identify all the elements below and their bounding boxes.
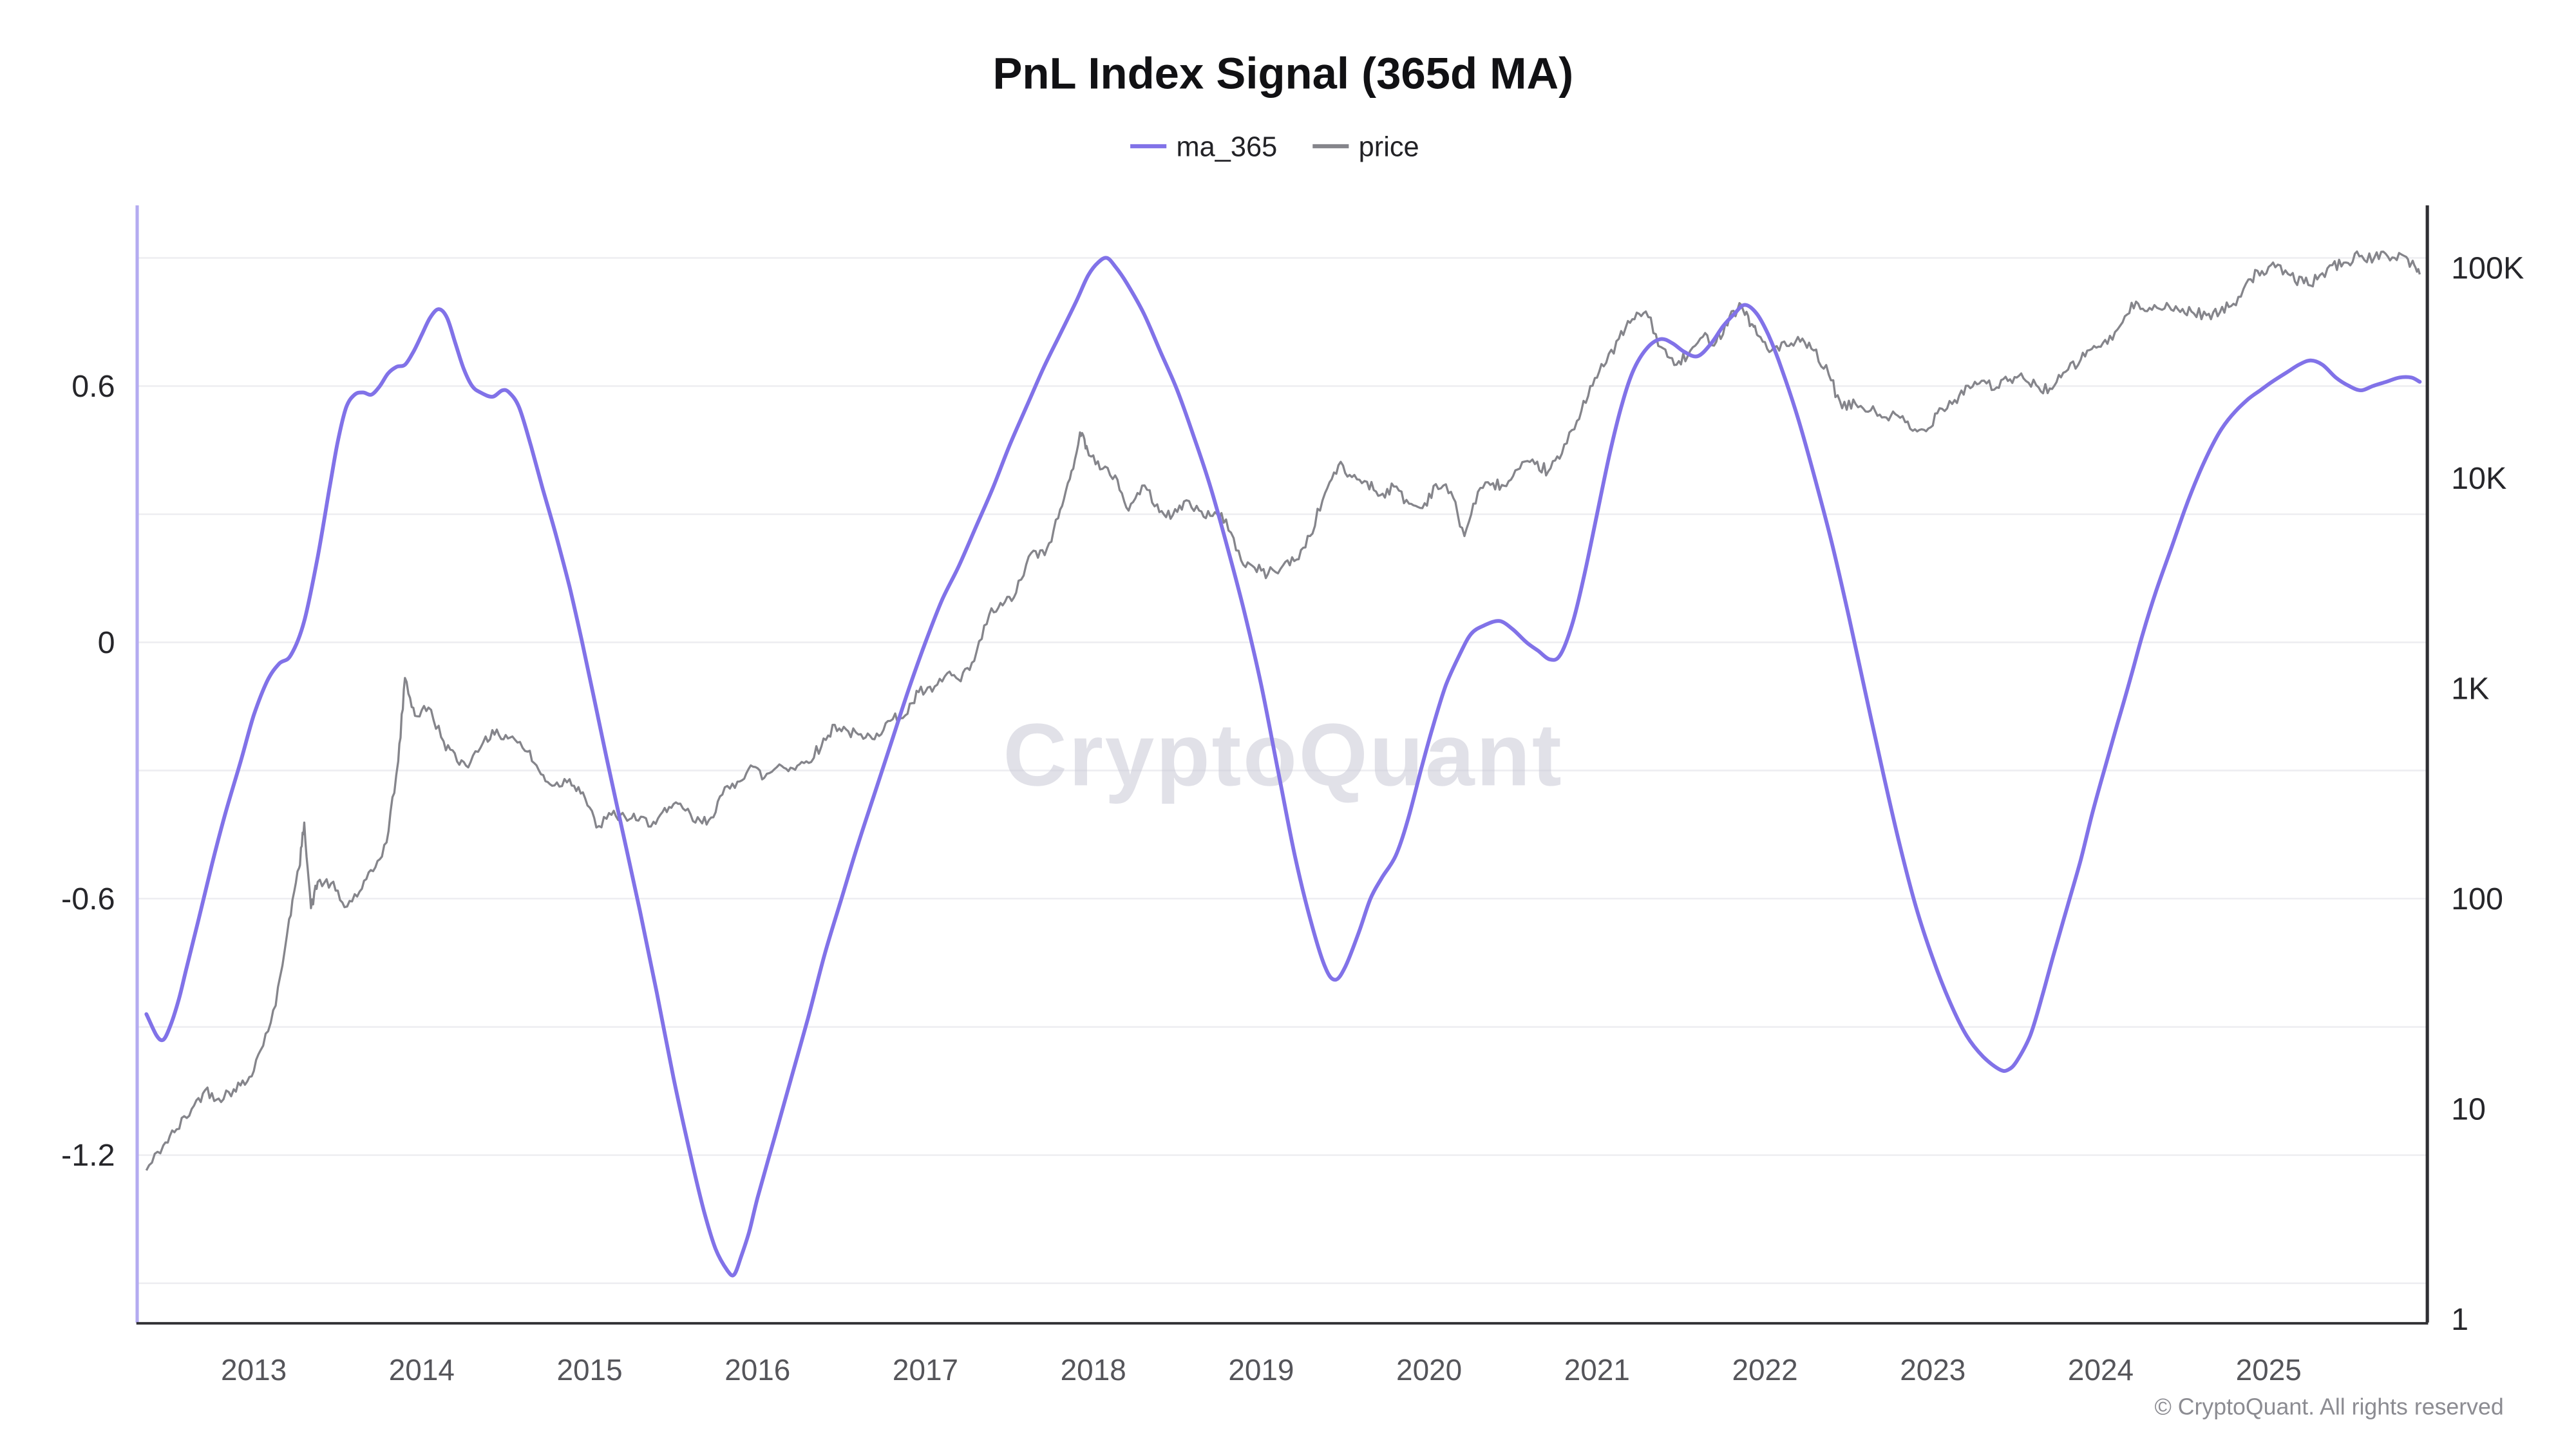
- right-axis-tick-label: 100: [2451, 882, 2503, 916]
- x-axis-tick-labels: 2013 2014 2015 2016 2017 2018 2019 2020 2021 2022…: [221, 1353, 2302, 1387]
- x-axis-tick-label: 2017: [893, 1353, 958, 1387]
- x-axis-tick-label: 2018: [1061, 1353, 1126, 1387]
- x-axis-tick-label: 2022: [1732, 1353, 1797, 1387]
- right-axis-tick-labels: 100K 10K 1K 100 10 1: [2451, 251, 2524, 1337]
- right-axis-tick-label: 1K: [2451, 671, 2489, 706]
- left-axis-tick-label: 0: [98, 625, 115, 660]
- right-axis-tick-label: 1: [2451, 1302, 2468, 1337]
- x-axis-tick-label: 2021: [1564, 1353, 1630, 1387]
- x-axis-tick-label: 2023: [1900, 1353, 1965, 1387]
- chart-title: PnL Index Signal (365d MA): [992, 49, 1573, 99]
- copyright-footer: © CryptoQuant. All rights reserved: [2155, 1394, 2504, 1419]
- right-axis-tick-label: 100K: [2451, 251, 2524, 285]
- right-axis-tick-label: 10: [2451, 1092, 2486, 1127]
- legend-ma365-label: ma_365: [1177, 131, 1278, 162]
- legend-price-label: price: [1359, 131, 1419, 162]
- right-axis-tick-label: 10K: [2451, 461, 2506, 496]
- x-axis-tick-label: 2020: [1396, 1353, 1462, 1387]
- left-axis-tick-label: 0.6: [71, 369, 115, 404]
- left-axis-tick-label: -1.2: [61, 1138, 115, 1173]
- x-axis-tick-label: 2013: [221, 1353, 287, 1387]
- left-axis-tick-labels: 0.6 0 -0.6 -1.2: [61, 369, 115, 1173]
- x-axis-tick-label: 2025: [2236, 1353, 2302, 1387]
- legend-item-ma365[interactable]: ma_365: [1130, 131, 1277, 162]
- x-axis-tick-label: 2014: [389, 1353, 455, 1387]
- legend-item-price[interactable]: price: [1312, 131, 1419, 162]
- x-axis-tick-label: 2016: [724, 1353, 790, 1387]
- left-axis-tick-label: -0.6: [61, 882, 115, 916]
- chart-legend: ma_365 price: [1130, 131, 1419, 162]
- x-axis-tick-label: 2024: [2068, 1353, 2134, 1387]
- gridlines: [136, 257, 2429, 1284]
- x-axis-tick-label: 2019: [1228, 1353, 1294, 1387]
- price-series-line: [145, 250, 2421, 1171]
- x-axis-tick-label: 2015: [556, 1353, 622, 1387]
- ma365-series-line: [144, 256, 2422, 1278]
